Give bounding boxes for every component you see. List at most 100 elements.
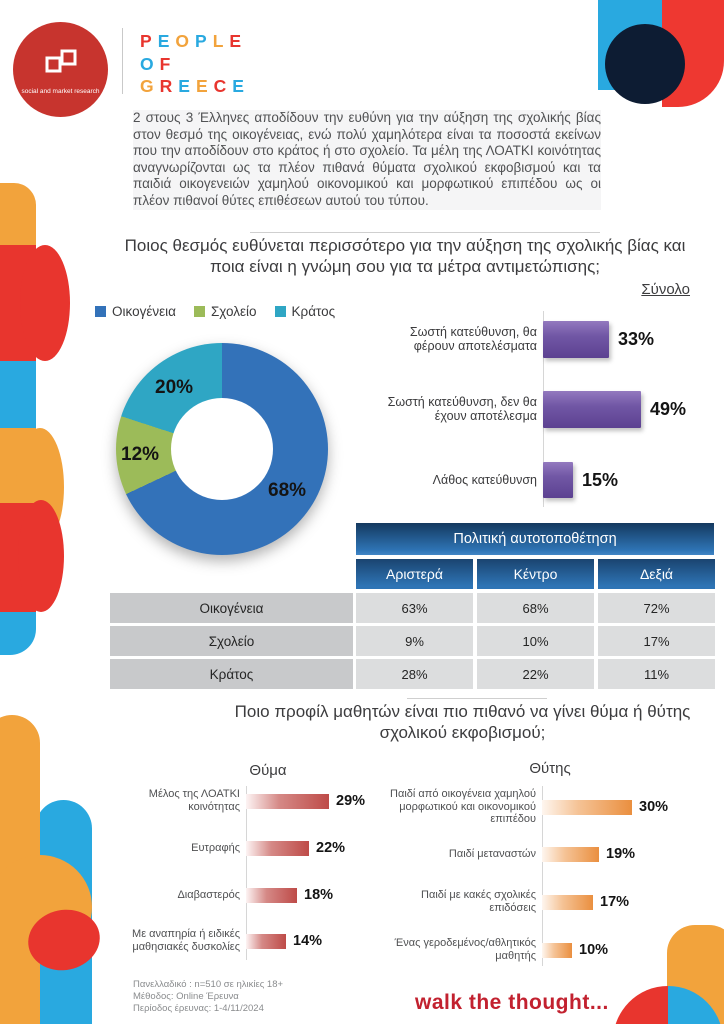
ged-logo: social and market research — [13, 22, 108, 117]
bar — [543, 390, 641, 428]
ged-logo-icon — [45, 49, 76, 72]
brand-line-greece: GREECE — [140, 76, 250, 96]
table-cell: 9% — [356, 626, 473, 656]
bar-row-perp-2: Παιδί μεταναστών 19% — [388, 826, 688, 882]
legend-swatch-school — [193, 306, 205, 317]
deco-left-red-bulge-2-ellipse — [18, 500, 64, 612]
intro-paragraph: 2 στους 3 Έλληνες αποδίδουν την ευθύνη γ… — [133, 110, 601, 210]
bar-label: Παιδί μεταναστών — [448, 847, 536, 860]
deco-left-orange-top — [0, 183, 36, 247]
bar-label: Παιδί με κακές σχολικές επιδόσεις — [421, 889, 536, 914]
bar-label: Σωστή κατεύθυνση, δεν θα έχουν αποτέλεσμ… — [387, 394, 537, 424]
divider-q2 — [407, 698, 547, 699]
victim-chart-axis — [246, 786, 247, 960]
brand-line-people: PEOPLE — [140, 31, 248, 51]
legend-label-family: Οικογένεια — [112, 304, 176, 319]
table-cell: 63% — [356, 593, 473, 623]
bar-value: 17% — [600, 894, 630, 910]
bar-value: 30% — [639, 799, 669, 815]
table-cell: 72% — [598, 593, 715, 623]
legend-swatch-family — [95, 306, 106, 317]
bar-row-victim-1: Μέλος της ΛΟΑΤΚΙ κοινότητας 29% — [104, 778, 380, 824]
legend-label-school: Σχολείο — [210, 304, 257, 319]
deco-bottomright-dome — [613, 986, 724, 1024]
donut-label-family: 68% — [268, 480, 307, 501]
bar-row-victim-2: Ευτραφής 22% — [104, 825, 380, 871]
total-label: Σύνολο — [641, 281, 690, 298]
bar-value: 29% — [336, 793, 366, 809]
perp-chart-axis — [542, 786, 543, 966]
bar — [542, 894, 593, 910]
footer-line-sample: Πανελλαδικό : n=510 σε ηλικίες 18+ — [133, 979, 284, 990]
q1-title: Ποιος θεσμός ευθύνεται περισσότερο για τ… — [124, 236, 686, 276]
q2-title: Ποιο προφίλ μαθητών είναι πιο πιθανό να … — [234, 702, 691, 742]
bar-value: 33% — [618, 328, 655, 349]
bar — [246, 840, 309, 856]
deco-left-red-bulge-1-ellipse — [20, 245, 70, 361]
donut-label-state: 20% — [155, 377, 194, 398]
bar-row-perp-4: Ένας γεροδεμένος/αθλητικός μαθητής 10% — [388, 922, 688, 978]
bar-label: Παιδί από οικογένεια χαμηλού μορφωτικού … — [390, 787, 536, 826]
bar — [246, 887, 297, 903]
bar-row-perp-1: Παιδί από οικογένεια χαμηλού μορφωτικού … — [388, 779, 688, 835]
table-row-label: Κράτος — [110, 659, 353, 689]
bar-label: Με αναπηρία ή ειδικές μαθησιακές δυσκολί… — [132, 928, 240, 953]
bar-row-perp-3: Παιδί με κακές σχολικές επιδόσεις 17% — [388, 874, 688, 930]
bar-value: 18% — [304, 887, 334, 903]
bar-label: Ένας γεροδεμένος/αθλητικός μαθητής — [394, 937, 536, 962]
table-cell: 11% — [598, 659, 715, 689]
table-col-header-left: Αριστερά — [356, 559, 473, 589]
table-cell: 28% — [356, 659, 473, 689]
bar-row-measures-2: Σωστή κατεύθυνση, δεν θα έχουν αποτέλεσμ… — [375, 387, 710, 431]
divider-q1 — [250, 232, 600, 233]
donut-hole — [171, 398, 273, 500]
table-cell: 10% — [477, 626, 594, 656]
table-col-header-center: Κέντρο — [477, 559, 594, 589]
bar-label: Λάθος κατεύθυνση — [432, 472, 537, 487]
donut-chart — [116, 343, 328, 555]
logo-separator — [122, 28, 123, 94]
bar-row-measures-1: Σωστή κατεύθυνση, θα φέρουν αποτελέσματα… — [375, 317, 710, 361]
logo-tagline: social and market research — [21, 87, 100, 95]
deco-top-right-navy-circle — [605, 24, 685, 104]
bar — [542, 846, 599, 862]
table-title: Πολιτική αυτοτοποθέτηση — [356, 523, 714, 555]
bar-row-victim-3: Διαβαστερός 18% — [104, 872, 380, 918]
footer-line-method: Μέθοδος: Online Έρευνα — [133, 991, 239, 1002]
bar — [542, 799, 632, 815]
donut-legend: Οικογένεια Σχολείο Κράτος — [95, 304, 335, 319]
table-row-label: Σχολείο — [110, 626, 353, 656]
brand-wordmark: PEOPLE OF GREECE — [140, 30, 250, 98]
footer-line-period: Περίοδος έρευνας: 1-4/11/2024 — [133, 1003, 264, 1014]
bar — [246, 793, 329, 809]
table-cell: 22% — [477, 659, 594, 689]
bar — [543, 462, 573, 498]
victim-chart-title: Θύμα — [249, 762, 287, 779]
bar-label: Διαβαστερός — [177, 888, 240, 901]
bar-value: 14% — [293, 933, 323, 949]
slogan-walk-the-thought: walk the thought... — [415, 991, 609, 1014]
bar-value: 10% — [579, 942, 609, 958]
bar-value: 15% — [582, 469, 619, 490]
legend-swatch-state — [274, 306, 286, 317]
bar-value: 49% — [650, 398, 687, 419]
perp-chart-title: Θύτης — [529, 760, 571, 777]
bar — [543, 320, 609, 358]
legend-item-family: Οικογένεια — [95, 304, 176, 319]
bar-value: 22% — [316, 840, 346, 856]
bar-label: Σωστή κατεύθυνση, θα φέρουν αποτελέσματα — [409, 324, 537, 354]
bar — [246, 933, 286, 949]
bar-row-victim-4: Με αναπηρία ή ειδικές μαθησιακές δυσκολί… — [104, 918, 380, 964]
legend-item-state: Κράτος — [274, 304, 335, 319]
table-col-header-right: Δεξιά — [598, 559, 715, 589]
bar-label: Ευτραφής — [191, 841, 240, 854]
donut-label-school: 12% — [121, 444, 160, 465]
table-row-label: Οικογένεια — [110, 593, 353, 623]
bar-row-measures-3: Λάθος κατεύθυνση 15% — [375, 458, 710, 502]
footer-methodology: Πανελλαδικό : n=510 σε ηλικίες 18+ Μέθοδ… — [133, 979, 283, 1015]
bar-label: Μέλος της ΛΟΑΤΚΙ κοινότητας — [148, 788, 240, 813]
legend-item-school: Σχολείο — [193, 304, 257, 319]
deco-bottomleft-orange-corner — [0, 900, 40, 1024]
deco-dome-red-blue-circle — [613, 986, 723, 1024]
